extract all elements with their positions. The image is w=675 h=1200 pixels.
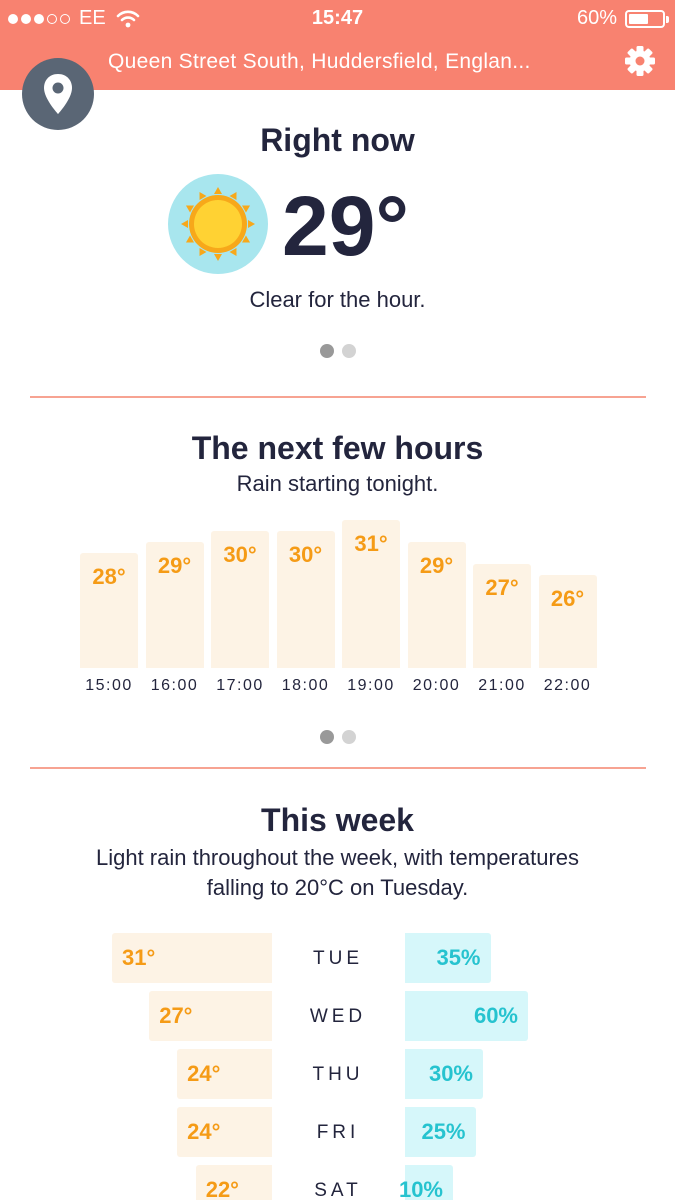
status-left: EE [8, 7, 140, 30]
hour-temp: 29° [157, 553, 192, 578]
hour-time: 20:00 [412, 677, 461, 694]
hour-column: 28° 15:00 [80, 520, 138, 700]
gear-icon[interactable] [623, 44, 657, 78]
hour-column: 31° 19:00 [342, 520, 400, 700]
right-now-title: Right now [260, 122, 415, 158]
day-row: 31° TUE 35% [0, 933, 675, 983]
page-dot[interactable] [319, 344, 334, 358]
this-week-title: This week [261, 802, 414, 838]
current-temperature: 29° [282, 179, 410, 273]
hour-time: 18:00 [281, 677, 330, 694]
page-dot[interactable] [341, 344, 356, 358]
day-row: 24° THU 30% [0, 1049, 675, 1099]
this-week-summary-line1: Light rain throughout the week, with tem… [95, 845, 580, 870]
day-name: WED [309, 1006, 367, 1027]
hour-column: 29° 20:00 [407, 520, 466, 700]
hour-time: 15:00 [85, 677, 133, 694]
day-rain-bar: 25% [405, 1107, 476, 1157]
day-rain-bar: 35% [405, 933, 491, 983]
location-button[interactable] [22, 58, 94, 130]
day-temp: 22° [205, 1177, 239, 1200]
page-dot[interactable] [341, 730, 356, 744]
day-temp: 24° [187, 1061, 221, 1086]
section-divider [30, 767, 646, 769]
hourly-forecast: 28° 15:00 29° 16:00 30° 17:00 30° 18:00 31° 19:00… [80, 520, 597, 700]
hour-temp-bar [342, 520, 400, 668]
status-time: 15:47 [311, 7, 364, 29]
hour-temp-bar [473, 564, 531, 668]
section-divider [30, 396, 646, 398]
hour-temp: 30° [223, 542, 257, 567]
hour-temp-bar [407, 542, 466, 668]
hour-temp-bar [80, 553, 138, 668]
day-temp: 27° [159, 1003, 193, 1028]
hour-time: 17:00 [216, 677, 264, 694]
hour-time: 19:00 [347, 677, 395, 694]
status-right: 60% [576, 7, 669, 30]
day-row: 22° SAT 10% [0, 1165, 675, 1200]
hour-column: 30° 18:00 [276, 520, 335, 700]
day-rain-bar: 60% [405, 991, 528, 1041]
day-name: THU [312, 1064, 364, 1085]
hour-temp: 26° [550, 586, 585, 611]
location-pin-icon [44, 74, 72, 114]
hour-temp: 31° [354, 531, 388, 556]
day-temp-bar: 27° [149, 991, 272, 1041]
sun-icon [168, 174, 268, 274]
this-week-summary-line2: falling to 20°C on Tuesday. [206, 875, 469, 900]
page-dot[interactable] [319, 730, 334, 744]
battery-icon [625, 9, 669, 28]
day-rain-bar: 10% [399, 1165, 453, 1200]
page-indicator[interactable] [0, 730, 675, 744]
wifi-icon [116, 10, 139, 27]
hour-column: 29° 16:00 [145, 520, 204, 700]
hour-column: 26° 22:00 [538, 520, 597, 700]
battery-percent: 60% [576, 7, 617, 29]
next-hours-title: The next few hours [191, 430, 484, 466]
day-temp-bar: 24° [177, 1049, 272, 1099]
app-header: EE 15:47 60% Queen Street South, Hudders… [0, 0, 675, 90]
carrier-name: EE [79, 7, 106, 29]
hour-temp: 28° [92, 564, 126, 589]
hour-column: 27° 21:00 [473, 520, 531, 700]
right-now-summary: Clear for the hour. [249, 287, 426, 312]
hour-time: 22:00 [543, 677, 592, 694]
day-name: FRI [316, 1122, 360, 1143]
hour-temp: 27° [485, 575, 519, 600]
day-temp: 24° [187, 1119, 221, 1144]
day-row: 24° FRI 25% [0, 1107, 675, 1157]
status-bar: EE 15:47 60% [0, 0, 675, 38]
day-rain-chance: 30% [428, 1061, 473, 1086]
day-temp-bar: 31° [112, 933, 272, 983]
hour-time: 21:00 [478, 677, 526, 694]
hour-temp: 29° [419, 553, 454, 578]
day-temp-bar: 24° [177, 1107, 272, 1157]
hour-temp-bar [211, 531, 269, 668]
day-rain-bar: 30% [405, 1049, 483, 1099]
day-name: SAT [314, 1180, 362, 1200]
signal-strength-icon [8, 7, 73, 30]
day-name: TUE [313, 948, 363, 969]
page-indicator[interactable] [0, 344, 675, 358]
day-temp-bar: 22° [195, 1165, 272, 1200]
day-rain-chance: 25% [421, 1119, 466, 1144]
hour-temp-bar [276, 531, 335, 668]
hour-temp-bar [538, 575, 597, 668]
day-temp: 31° [122, 945, 156, 970]
hour-temp: 30° [288, 542, 323, 567]
day-rain-chance: 10% [398, 1177, 443, 1200]
day-row: 27° WED 60% [0, 991, 675, 1041]
day-rain-chance: 35% [436, 945, 481, 970]
day-rain-chance: 60% [473, 1003, 518, 1028]
hour-time: 16:00 [150, 677, 199, 694]
hour-temp-bar [145, 542, 204, 668]
hour-column: 30° 17:00 [211, 520, 269, 700]
location-title[interactable]: Queen Street South, Huddersfield, Englan… [108, 50, 531, 73]
next-hours-summary: Rain starting tonight. [236, 471, 439, 496]
